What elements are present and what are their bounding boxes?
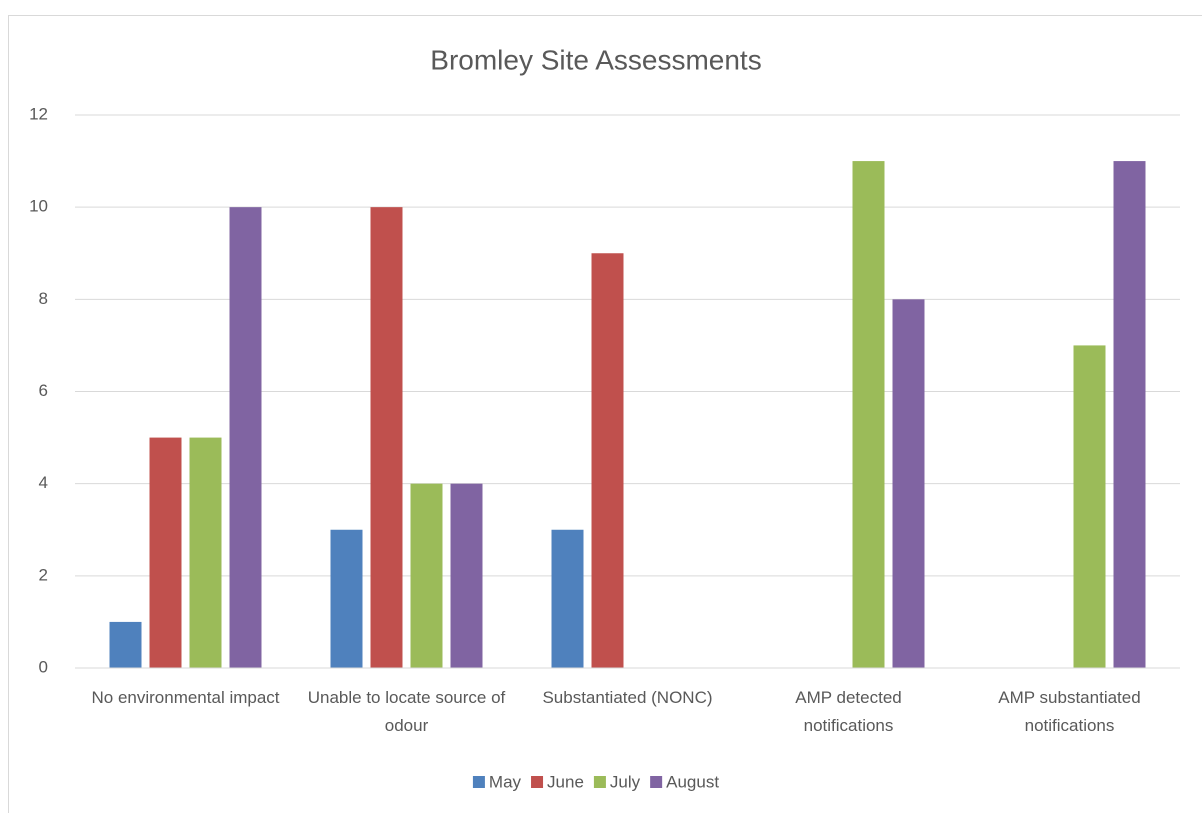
bar <box>229 207 262 668</box>
legend-label: June <box>547 772 584 791</box>
legend-label: May <box>489 772 522 791</box>
y-tick-label: 12 <box>29 104 48 123</box>
y-tick-label: 8 <box>39 289 48 308</box>
legend-label: August <box>666 772 719 791</box>
bar <box>450 483 483 668</box>
y-tick-label: 10 <box>29 197 48 216</box>
bar <box>109 621 142 668</box>
bar <box>591 253 624 668</box>
bar <box>1073 345 1106 668</box>
x-tick-label: Substantiated (NONC) <box>542 688 713 707</box>
legend-label: July <box>610 772 641 791</box>
x-tick-label: Unable to locate source of odour <box>307 688 506 735</box>
bar <box>1113 161 1146 669</box>
x-tick-label: AMP substantiated notifications <box>998 688 1141 735</box>
x-tick-label: No environmental impact <box>91 688 280 707</box>
y-tick-label: 6 <box>39 381 48 400</box>
chart-title: Bromley Site Assessments <box>430 44 761 75</box>
y-tick-label: 4 <box>39 473 48 492</box>
legend-swatch <box>650 776 663 788</box>
bar <box>892 299 925 668</box>
y-tick-label: 0 <box>39 657 48 676</box>
bar <box>410 483 443 668</box>
legend-swatch <box>593 776 606 788</box>
x-tick-label: AMP detected notifications <box>795 688 902 735</box>
bar <box>852 161 885 669</box>
y-tick-label: 2 <box>39 565 48 584</box>
bar <box>551 529 584 668</box>
bar <box>189 437 222 668</box>
legend-swatch <box>531 776 544 788</box>
bar <box>149 437 182 668</box>
legend-swatch <box>472 776 485 788</box>
bar <box>370 207 403 668</box>
bar <box>330 529 363 668</box>
